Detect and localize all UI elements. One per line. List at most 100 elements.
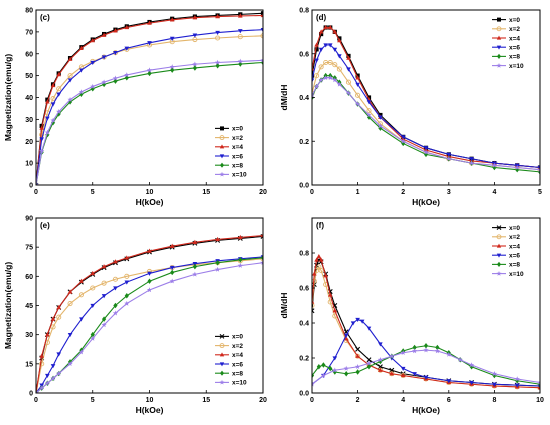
chart-2-point-2-11 — [147, 248, 152, 253]
chart-1-frame — [311, 9, 541, 186]
chart-3-point-4-6 — [355, 369, 360, 375]
chart-0-point-2-3 — [50, 82, 56, 88]
chart-1-point-5-2 — [318, 77, 324, 83]
chart-1-point-3-2 — [318, 47, 324, 52]
chart-2-point-1-8 — [101, 280, 107, 286]
chart-3-point-3-15 — [492, 382, 497, 387]
chart-2-point-1-5 — [67, 301, 73, 307]
chart-0-point-3-2 — [45, 116, 50, 121]
chart-1-point-2-5 — [332, 29, 338, 34]
chart-0-point-2-15 — [237, 13, 243, 18]
chart-0-legend-marker-3 — [219, 154, 225, 159]
chart-1-point-2-7 — [346, 55, 351, 60]
chart-0-point-3-10 — [124, 46, 130, 51]
chart-0-point-3-13 — [192, 33, 198, 38]
chart-3-xtick-label-3: 6 — [447, 397, 451, 404]
chart-3-frame — [311, 217, 541, 394]
chart-0-xtick-label-0: 0 — [34, 189, 38, 196]
chart-3-point-5-1 — [320, 372, 326, 378]
chart-2-point-4-15 — [238, 257, 243, 263]
chart-3-ytick-label-2: 0.4 — [299, 321, 309, 328]
chart-0-point-2-5 — [67, 56, 73, 61]
chart-0-point-4-4 — [56, 111, 61, 117]
chart-1-point-3-12 — [423, 146, 429, 151]
chart-3-point-0-0 — [312, 308, 315, 314]
chart-0-point-5-1 — [39, 148, 45, 154]
chart-0-point-1-15 — [237, 34, 243, 40]
chart-3-legend-marker-3 — [496, 253, 502, 258]
chart-1-point-3-13 — [446, 152, 452, 157]
chart-3-point-4-8 — [378, 358, 383, 365]
chart-3-legend-marker-0 — [496, 225, 502, 230]
chart-1-point-0-2 — [319, 31, 324, 37]
chart-1-point-5-12 — [423, 149, 429, 155]
chart-2-xtick-label-2: 10 — [146, 397, 154, 404]
chart-2-series-line-3 — [36, 256, 263, 393]
chart-1-point-4-10 — [378, 125, 383, 131]
chart-1-point-3-7 — [346, 67, 351, 72]
chart-3-point-5-14 — [469, 362, 475, 368]
chart-3-point-3-16 — [514, 383, 520, 388]
chart-2-point-5-0 — [36, 390, 39, 393]
chart-1-point-2-2 — [318, 29, 324, 34]
chart-3-ylabel: dM/dH — [279, 293, 289, 319]
chart-0-ytick-label-0: 0 — [29, 183, 33, 190]
chart-0-point-1-5 — [67, 73, 73, 79]
chart-2-point-3-5 — [67, 332, 73, 338]
chart-2-point-5-16 — [260, 259, 263, 265]
chart-0-point-3-3 — [50, 102, 56, 107]
chart-2-point-2-14 — [215, 236, 220, 242]
chart-2-legend-label-5: x=10 — [232, 380, 247, 387]
chart-2-point-4-12 — [170, 269, 175, 276]
chart-2-point-1-9 — [112, 276, 118, 282]
chart-1-point-1-2 — [318, 64, 324, 70]
chart-3-legend-label-1: x=2 — [509, 234, 520, 241]
chart-3-point-4-13 — [435, 344, 440, 351]
chart-0-xtick-label-1: 5 — [91, 189, 95, 196]
chart-2-point-2-3 — [50, 316, 56, 321]
chart-3-point-2-0 — [312, 299, 315, 304]
chart-0-ytick-label-5: 50 — [25, 73, 33, 80]
chart-2-point-2-16 — [260, 232, 263, 238]
chart-2-point-4-16 — [260, 255, 263, 261]
chart-1-point-3-6 — [337, 54, 342, 59]
chart-2-xtick-label-3: 15 — [202, 397, 210, 404]
chart-1-xlabel: H(kOe) — [412, 197, 440, 207]
chart-2-legend-label-3: x=6 — [232, 361, 243, 368]
chart-2-ytick-label-5: 75 — [25, 245, 33, 252]
chart-1-point-5-4 — [327, 75, 333, 81]
chart-0-point-2-8 — [101, 32, 107, 37]
chart-0-point-2-7 — [90, 38, 96, 43]
chart-2-legend-label-4: x=8 — [232, 371, 243, 378]
chart-1-legend-label-2: x=4 — [509, 35, 520, 42]
chart-2-point-5-11 — [146, 287, 153, 293]
chart-2-point-4-13 — [192, 263, 197, 270]
chart-0-point-5-15 — [237, 58, 243, 64]
chart-2-point-3-2 — [45, 373, 50, 379]
chart-3-point-3-12 — [423, 375, 429, 380]
chart-0-ytick-label-1: 10 — [25, 161, 33, 168]
chart-3-ytick-label-3: 0.6 — [299, 286, 309, 293]
chart-1-point-1-6 — [336, 66, 342, 72]
chart-1-point-2-3 — [323, 24, 328, 30]
chart-2-legend-label-0: x=0 — [232, 334, 243, 341]
chart-1-point-3-10 — [378, 115, 383, 120]
chart-1-point-3-3 — [323, 43, 328, 48]
chart-1-panel-label: (d) — [316, 13, 327, 22]
chart-0-point-5-16 — [260, 57, 263, 63]
chart-3-xtick-label-1: 2 — [356, 397, 360, 404]
chart-3-point-2-11 — [378, 367, 383, 372]
chart-0-legend-marker-2 — [219, 144, 225, 149]
chart-1-legend-marker-4 — [497, 53, 501, 59]
chart-3-point-5-11 — [434, 348, 440, 354]
chart-3-legend-label-5: x=10 — [509, 271, 524, 278]
chart-3-legend-marker-4 — [497, 261, 501, 267]
chart-1-legend-marker-3 — [496, 45, 502, 50]
chart-3-point-2-19 — [537, 385, 540, 390]
chart-2-ytick-label-0: 0 — [29, 391, 33, 398]
chart-2-point-3-7 — [90, 303, 96, 309]
chart-0-ytick-label-3: 30 — [25, 117, 33, 124]
chart-0-ytick-label-4: 40 — [25, 95, 33, 102]
chart-0-point-2-6 — [79, 45, 84, 50]
